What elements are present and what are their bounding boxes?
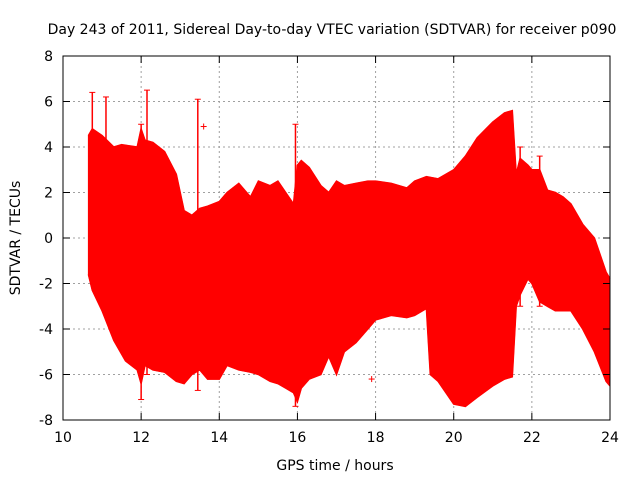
y-tick-label: 8 — [44, 49, 53, 65]
y-tick-label: -8 — [39, 413, 53, 429]
series-upper-line — [87, 109, 611, 280]
x-tick-label: 20 — [445, 430, 463, 446]
plot-area — [87, 89, 611, 408]
chart-title: Day 243 of 2011, Sidereal Day-to-day VTE… — [48, 22, 617, 38]
x-tick-label: 16 — [289, 430, 307, 446]
x-axis-label: GPS time / hours — [276, 458, 393, 474]
y-tick-label: 2 — [44, 186, 53, 202]
y-tick-label: 0 — [44, 231, 53, 247]
series-lower-line — [87, 274, 611, 408]
x-tick-label: 12 — [132, 430, 150, 446]
x-tick-label: 10 — [54, 430, 72, 446]
y-tick-label: -4 — [39, 322, 53, 338]
y-axis-label: SDTVAR / TECUs — [8, 181, 24, 296]
x-tick-label: 24 — [601, 430, 619, 446]
x-tick-label: 18 — [367, 430, 385, 446]
x-tick-label: 22 — [523, 430, 541, 446]
y-tick-label: 4 — [44, 140, 53, 156]
y-tick-label: 6 — [44, 95, 53, 111]
x-tick-label: 14 — [210, 430, 228, 446]
y-tick-label: -6 — [39, 368, 53, 384]
y-tick-label: -2 — [39, 277, 53, 293]
